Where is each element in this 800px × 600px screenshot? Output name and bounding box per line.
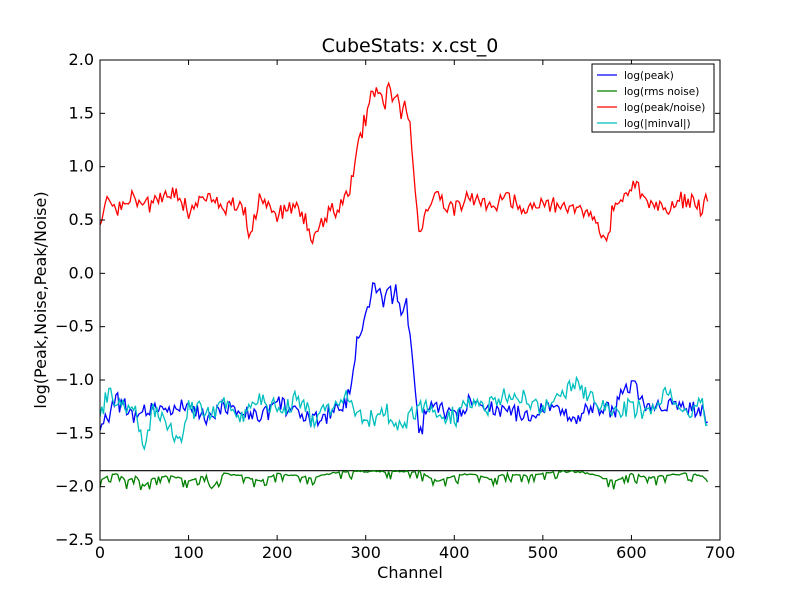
x-tick-label: 400 xyxy=(439,543,470,562)
y-tick-label: 1.5 xyxy=(69,103,94,122)
series-line xyxy=(99,469,709,491)
y-axis-title: log(Peak,Noise,Peak/Noise) xyxy=(31,191,50,408)
x-axis-title: Channel xyxy=(377,563,443,582)
y-tick-label: −2.0 xyxy=(55,477,94,496)
legend: log(peak) log(rms noise) log(peak/noise) lo… xyxy=(591,63,715,133)
y-tick-label: 0.5 xyxy=(69,210,94,229)
x-tick-label: 0 xyxy=(95,543,105,562)
y-tick-label: −0.5 xyxy=(55,317,94,336)
x-tick-label: 500 xyxy=(528,543,559,562)
x-tick-label: 600 xyxy=(616,543,647,562)
x-tick-label: 100 xyxy=(173,543,204,562)
legend-label: log(rms noise) xyxy=(624,86,699,98)
y-tick-label: −2.5 xyxy=(55,530,94,549)
y-tick-label: −1.5 xyxy=(55,423,94,442)
plot-area xyxy=(99,81,709,491)
chart-title: CubeStats: x.cst_0 xyxy=(322,35,499,57)
x-tick-label: 700 xyxy=(705,543,736,562)
legend-label: log(peak/noise) xyxy=(624,102,705,114)
series-line xyxy=(99,81,709,246)
legend-label: log(peak) xyxy=(624,70,674,82)
x-tick-label: 300 xyxy=(350,543,381,562)
legend-label: log(|minval|) xyxy=(624,118,691,130)
y-tick-label: 1.0 xyxy=(69,157,94,176)
y-tick-label: 0.0 xyxy=(69,263,94,282)
series-line xyxy=(99,282,708,435)
y-tick-label: 2.0 xyxy=(69,50,94,69)
y-tick-label: −1.0 xyxy=(55,370,94,389)
series-line xyxy=(99,375,708,452)
plot-frame xyxy=(99,59,721,541)
axis-ticks: 0 100 200 300 400 500 600 700 −2.5 −2.0 −1.5 −1.0 −0… xyxy=(55,50,735,562)
x-tick-label: 200 xyxy=(262,543,293,562)
